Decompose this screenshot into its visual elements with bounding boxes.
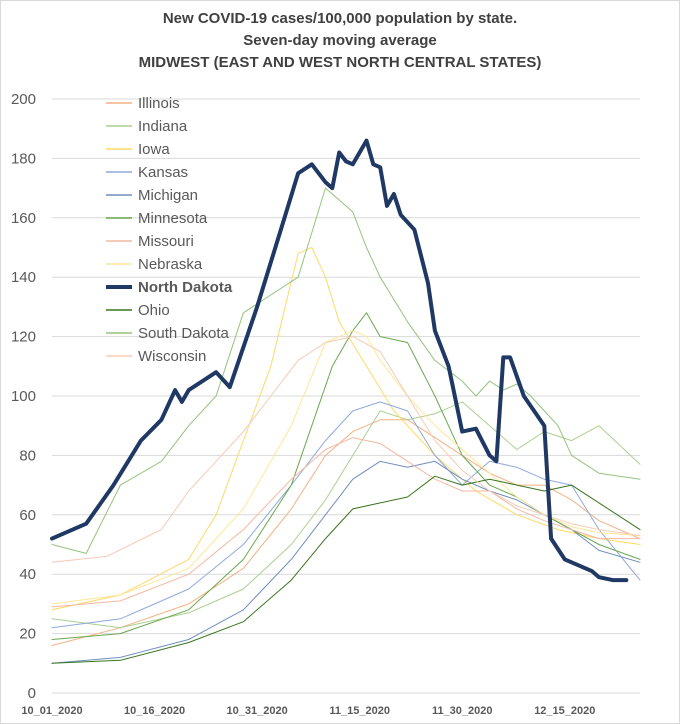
- chart-titles: New COVID-19 cases/100,000 population by…: [0, 8, 680, 74]
- legend-label: North Dakota: [138, 279, 233, 296]
- chart-subtitle: Seven-day moving average: [243, 32, 437, 49]
- x-tick-label: 11_30_2020: [432, 705, 493, 717]
- series-line-missouri: [51, 437, 641, 608]
- series-line-iowa: [51, 247, 641, 611]
- series-line-wisconsin: [51, 336, 641, 563]
- y-tick-label: 100: [11, 388, 36, 405]
- legend-label: Iowa: [138, 141, 170, 158]
- y-tick-label: 60: [19, 507, 36, 524]
- y-tick-label: 80: [19, 447, 36, 464]
- series-lines: [50, 138, 641, 664]
- legend-label: Nebraska: [138, 256, 203, 273]
- y-tick-label: 40: [19, 566, 36, 583]
- x-tick-label: 10_31_2020: [227, 705, 288, 717]
- y-tick-label: 180: [11, 150, 36, 167]
- series-line-kansas: [51, 401, 641, 629]
- x-tick-label: 10_16_2020: [124, 705, 185, 717]
- legend-label: Michigan: [138, 187, 198, 204]
- y-tick-label: 160: [11, 210, 36, 227]
- y-tick-label: 20: [19, 626, 36, 643]
- y-tick-label: 0: [28, 685, 36, 702]
- x-tick-label: 10_01_2020: [21, 705, 82, 717]
- series-line-ohio: [51, 475, 641, 664]
- chart-region-title: MIDWEST (EAST AND WEST NORTH CENTRAL STA…: [138, 54, 542, 71]
- series-line-north-dakota: [50, 138, 629, 583]
- x-tick-label: 11_15_2020: [329, 705, 390, 717]
- legend-label: Indiana: [138, 118, 188, 135]
- y-tick-label: 120: [11, 329, 36, 346]
- series-line-indiana: [51, 401, 641, 629]
- chart-title: New COVID-19 cases/100,000 population by…: [162, 10, 518, 27]
- legend-label: Missouri: [138, 233, 194, 250]
- legend-label: Wisconsin: [138, 348, 206, 365]
- y-tick-label: 140: [11, 269, 36, 286]
- y-axis-ticks: 0 20 40 60 80 100 120 140 160 180 200: [11, 91, 36, 702]
- legend-label: Minnesota: [138, 210, 208, 227]
- y-tick-label: 200: [11, 91, 36, 108]
- x-tick-label: 12_15_2020: [534, 705, 595, 717]
- legend: Illinois Indiana Iowa Kansas Michigan Minneso…: [106, 95, 233, 365]
- legend-label: Kansas: [138, 164, 188, 181]
- legend-label: Ohio: [138, 302, 170, 319]
- series-line-michigan: [51, 460, 641, 664]
- x-axis-ticks: 10_01_2020 10_16_2020 10_31_2020 11_15_2020…: [21, 705, 595, 717]
- legend-label: Illinois: [138, 95, 180, 112]
- series-line-south-dakota: [51, 187, 641, 554]
- gridlines: [52, 98, 640, 694]
- legend-label: South Dakota: [138, 325, 230, 342]
